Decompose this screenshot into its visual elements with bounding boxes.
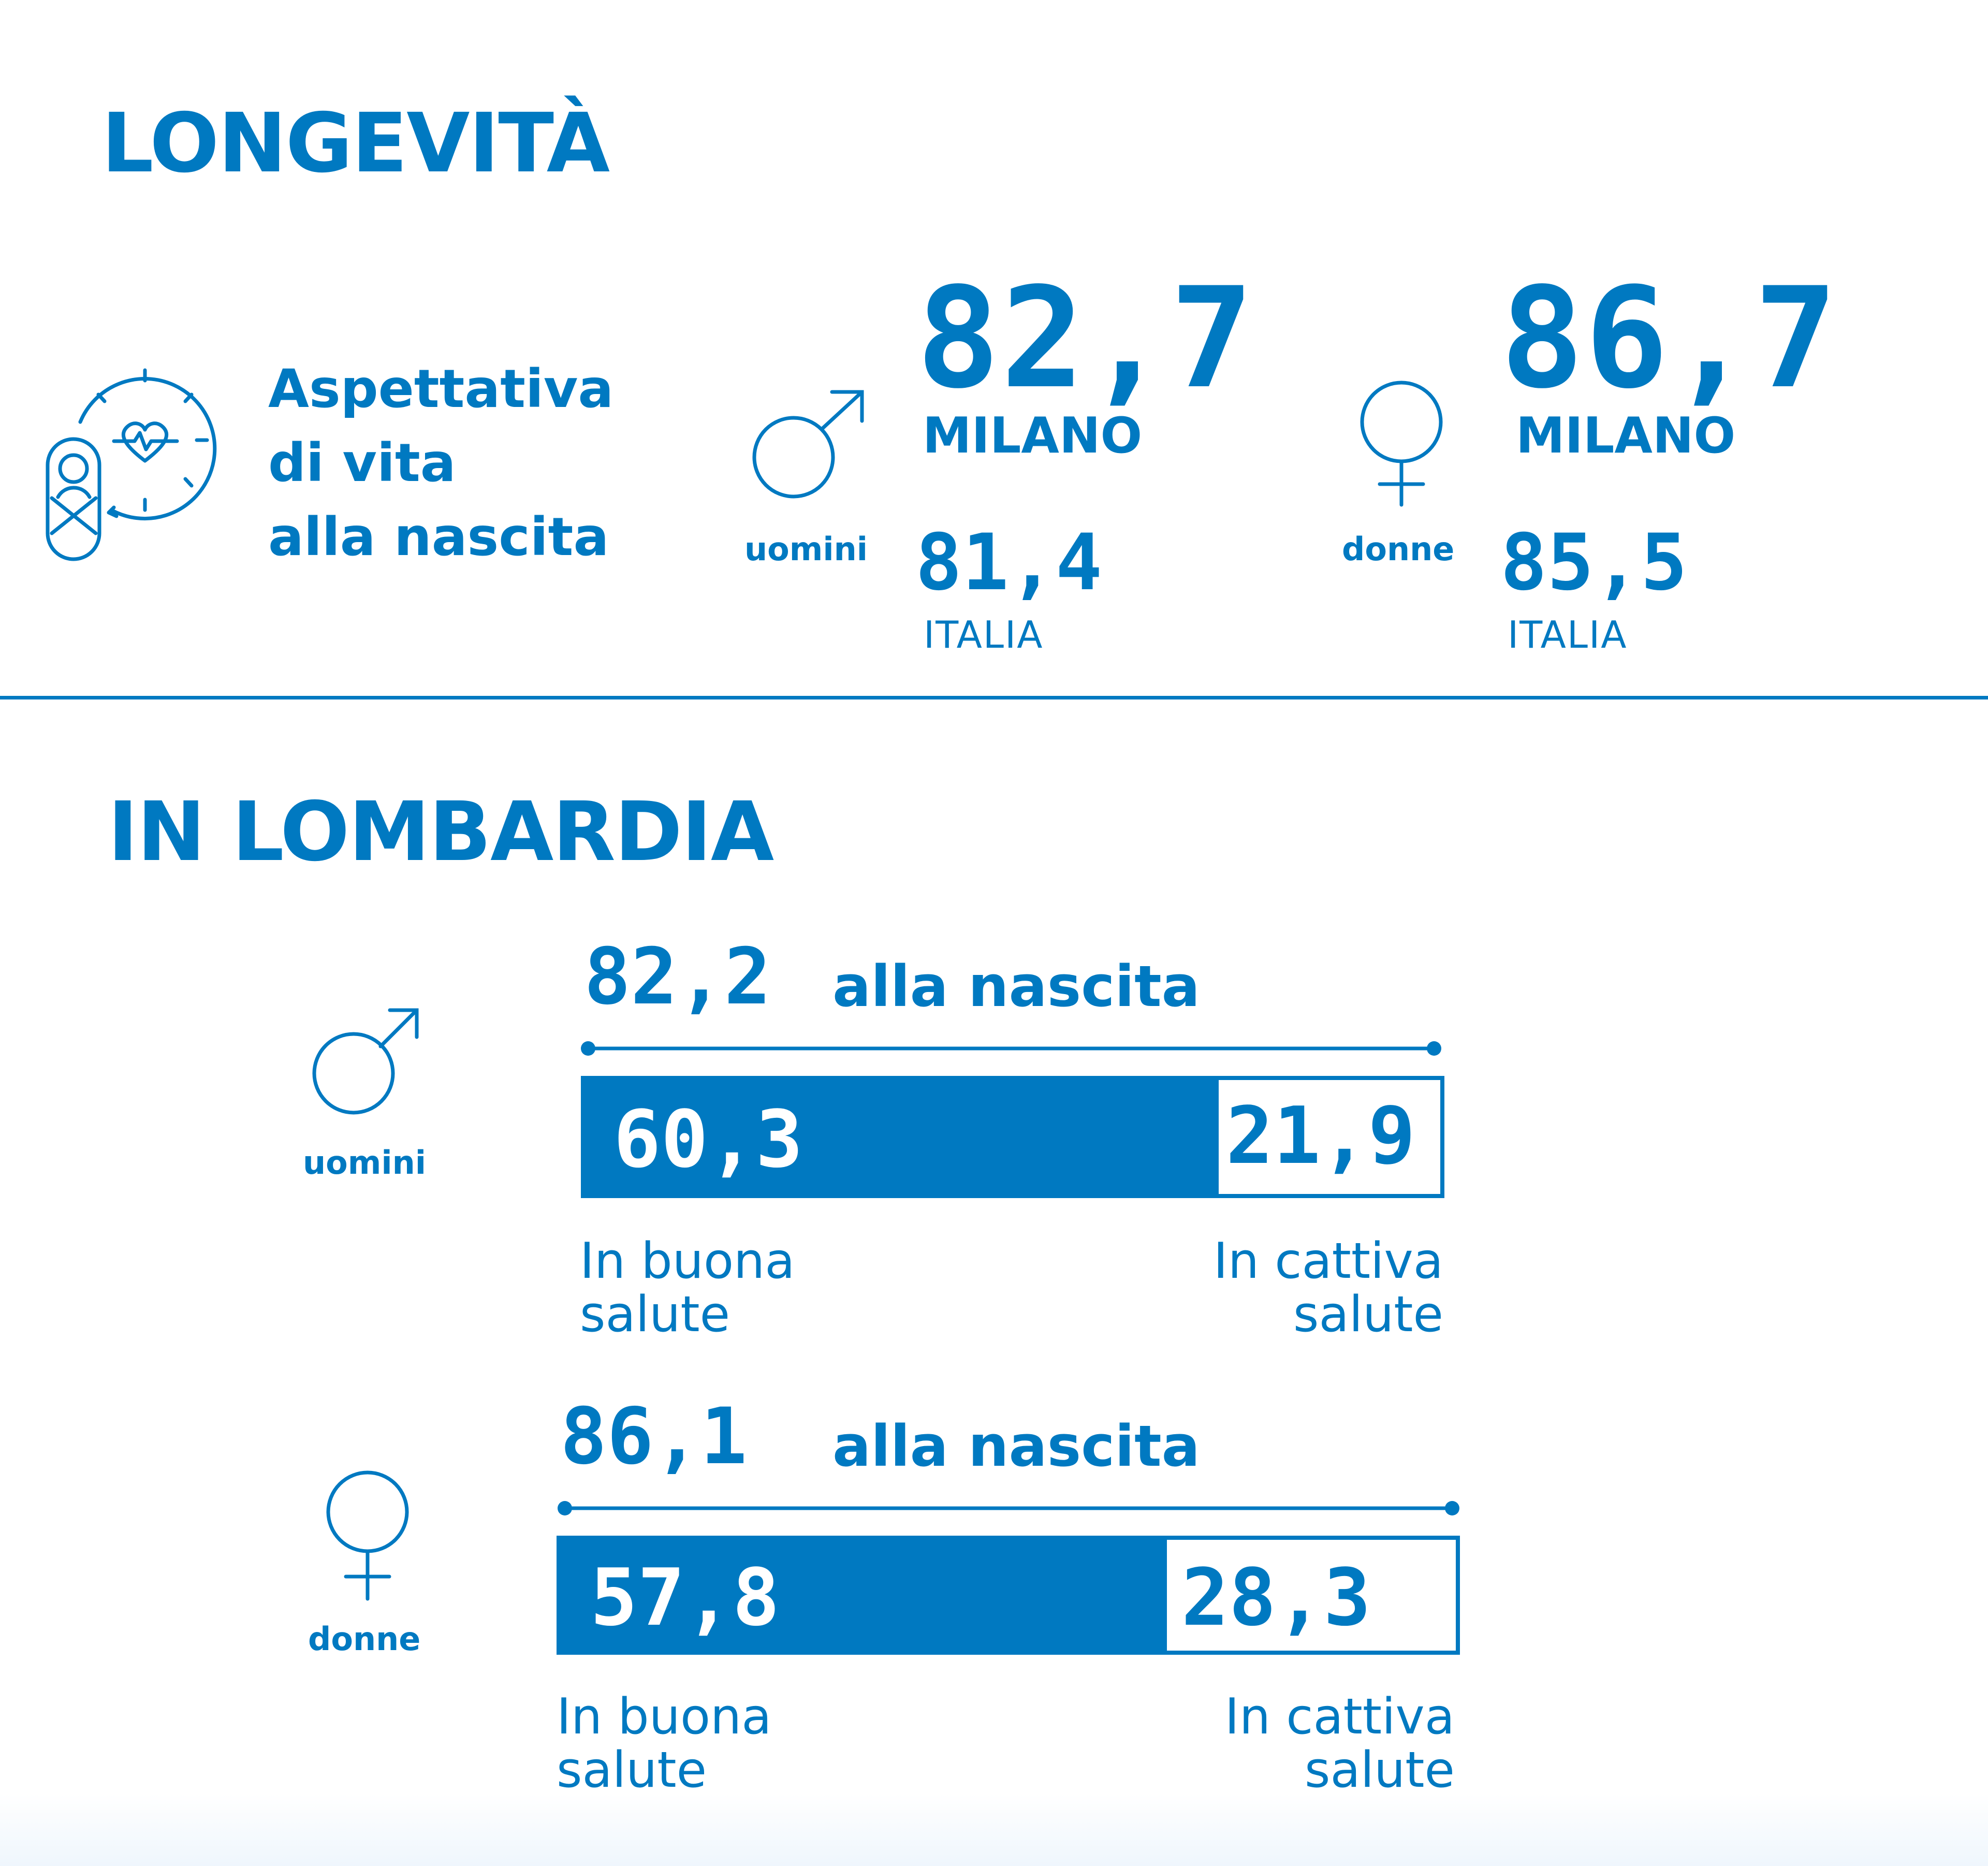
caption-line: In buona [557,1688,772,1745]
gender-label-men: uomini [744,530,868,568]
caption-line: salute [580,1286,730,1343]
label-line: alla nascita [268,506,609,568]
total-suffix-men: alla nascita [832,953,1200,1019]
total-bracket-men [581,1041,1441,1056]
bracket-end-dot [1445,1501,1459,1515]
section-divider [0,696,1988,699]
good-health-label-men: In buona salute [580,1235,795,1342]
caption-line: salute [557,1742,707,1799]
total-bracket-women [558,1501,1459,1515]
milano-women-value: 86,7 [1500,258,1839,419]
label-line: Aspettativa [268,358,614,420]
gender-label-women: donne [1342,530,1455,568]
bracket-end-dot [1427,1041,1441,1056]
lombardia-gender-women: donne [308,1620,421,1658]
male-symbol-icon [752,390,864,499]
bracket-start-dot [581,1041,595,1056]
milano-men-value: 82,7 [916,258,1255,419]
italia-women-label: ITALIA [1508,613,1628,657]
caption-line: In cattiva [1213,1233,1443,1290]
caption-line: salute [1304,1742,1455,1799]
bad-health-value-women: 28,3 [1181,1552,1371,1643]
page-title: LONGEVITÀ [101,96,610,191]
bad-health-value-men: 21,9 [1226,1090,1416,1182]
section-title: IN LOMBARDIA [108,784,774,880]
total-value-women: 86,1 [560,1392,748,1482]
bar-bad-health-men [1215,1076,1444,1198]
milano-women-label: MILANO [1516,407,1736,464]
bar-good-health-women [557,1536,1163,1655]
good-health-value-men: 60,3 [613,1094,803,1185]
bottom-fade [0,1794,1988,1866]
life-expectancy-label: Aspettativa di vita alla nascita [268,352,613,574]
good-health-label-women: In buona salute [557,1690,772,1797]
lombardia-gender-men: uomini [303,1144,426,1182]
bar-good-health-men [581,1076,1215,1198]
bad-health-label-men: In cattiva salute [1160,1235,1443,1342]
male-symbol-icon [312,1008,419,1115]
italia-women-value: 85,5 [1500,518,1688,608]
bar-bad-health-women [1163,1536,1460,1655]
female-symbol-icon [326,1470,409,1601]
baby-clock-heart-icon [46,368,217,561]
label-line: di vita [268,432,456,494]
good-health-value-women: 57,8 [590,1552,780,1643]
caption-line: In buona [580,1233,795,1290]
italia-men-value: 81,4 [915,518,1103,608]
bad-health-label-women: In cattiva salute [1170,1690,1455,1797]
total-suffix-women: alla nascita [832,1413,1200,1479]
caption-line: salute [1293,1286,1443,1343]
italia-men-label: ITALIA [924,613,1044,657]
bracket-start-dot [558,1501,572,1515]
milano-men-label: MILANO [923,407,1143,464]
female-symbol-icon [1360,381,1443,507]
caption-line: In cattiva [1224,1688,1455,1745]
total-value-men: 82,2 [584,932,771,1022]
